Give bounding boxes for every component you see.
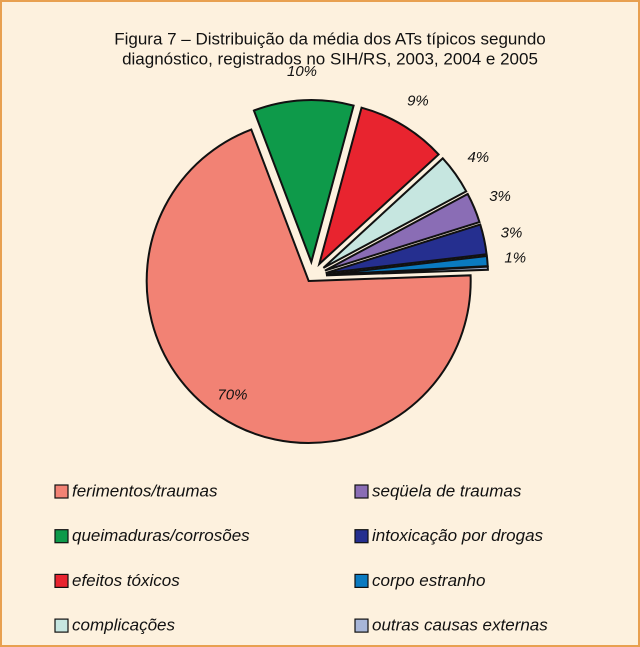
data-label: 9% [407,93,429,110]
legend-swatch [54,484,69,499]
pie-slice [324,192,481,272]
legend-swatch [354,484,369,499]
data-label: 1% [504,250,526,267]
data-label: 10% [287,63,317,80]
legend-label: outras causas externas [372,616,548,635]
legend-label: queimaduras/corrosões [72,526,250,545]
legend-label: efeitos tóxicos [72,571,180,590]
legend-swatch [54,618,69,633]
legend-label: corpo estranho [372,571,485,590]
data-label: 3% [501,224,523,241]
pie-slice [145,128,472,444]
data-label: 3% [489,188,511,205]
pie-slice [325,265,489,277]
chart-title: Figura 7 – Distribuição da média dos ATs… [114,29,546,48]
legend-swatch [354,618,369,633]
data-label: 4% [467,149,489,166]
legend-swatch [354,529,369,544]
legend-swatch [354,573,369,589]
legend-label: intoxicação por drogas [372,526,544,545]
pie-slice [317,106,441,268]
legend-label: ferimentos/traumas [72,481,218,500]
legend-swatch [54,573,69,589]
legend-swatch [54,529,69,544]
legend-label: seqüela de traumas [372,481,522,500]
chart-title: diagnóstico, registrados no SIH/RS, 2003… [122,49,538,68]
data-label: 70% [217,387,247,404]
legend-label: complicações [72,616,175,635]
pie-slice [252,99,355,266]
pie-slice [325,223,488,275]
pie-slice [322,156,468,269]
